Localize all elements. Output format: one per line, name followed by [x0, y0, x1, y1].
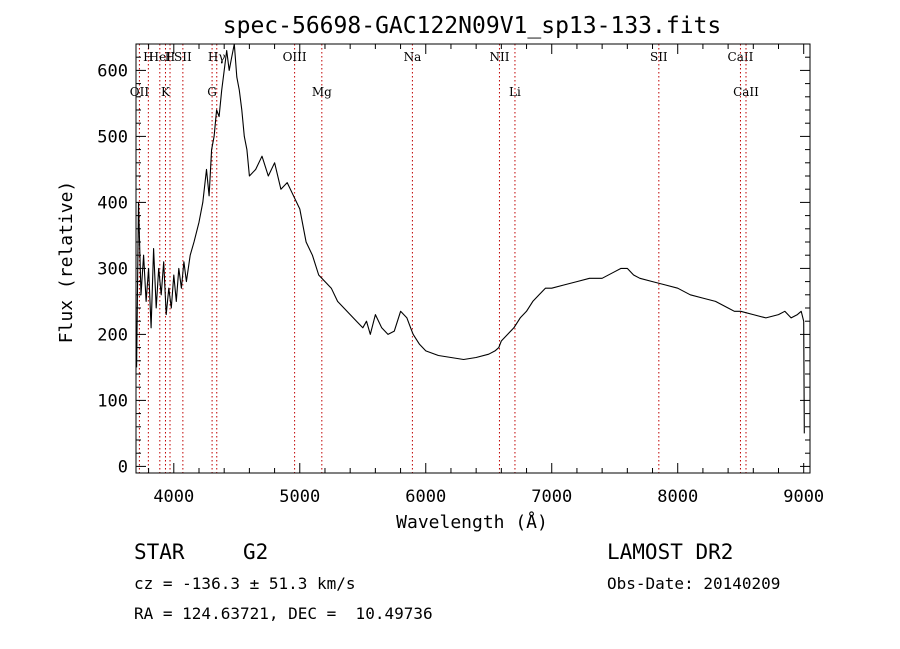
spectral-line-label-11: NII	[489, 50, 509, 64]
spectral-line-label-1: H	[143, 50, 153, 64]
spectrum-series	[136, 43, 805, 434]
object-class: STAR	[134, 540, 185, 564]
spectral-line-label-12: Li	[509, 85, 521, 99]
x-tick-label-2: 6000	[405, 487, 446, 507]
x-tick-label-5: 9000	[783, 487, 824, 507]
spectral-line-label-9: Mg	[312, 85, 332, 99]
object-subclass: G2	[243, 540, 269, 564]
spectral-line-label-5: SII	[174, 50, 192, 64]
y-tick-label-2: 200	[97, 325, 128, 345]
axis-ticks: 4000 5000 6000 7000 8000 9000 0 100 200 300 400 500…	[97, 44, 824, 507]
y-axis-label: Flux (relative)	[56, 181, 77, 344]
spectral-line-label-14: CaII	[728, 50, 754, 64]
x-tick-label-1: 5000	[279, 487, 320, 507]
x-tick-label-0: 4000	[153, 487, 194, 507]
spectrum-line	[136, 43, 805, 434]
y-tick-label-3: 300	[97, 259, 128, 279]
x-tick-label-4: 8000	[657, 487, 698, 507]
spectral-line-label-10: Na	[404, 50, 422, 64]
spectral-line-label-0: OII	[130, 85, 150, 99]
redshift-readout: cz = -136.3 ± 51.3 km/s	[134, 574, 356, 593]
survey-name: LAMOST DR2	[607, 540, 734, 564]
chart-title: spec-56698-GAC122N09V1_sp13-133.fits	[223, 13, 722, 39]
coordinates: RA = 124.63721, DEC = 10.49736	[134, 604, 433, 623]
spectral-line-label-4: H	[165, 50, 175, 64]
spectral-line-label-3: K	[161, 85, 171, 99]
y-tick-label-0: 0	[118, 457, 128, 477]
x-axis-label: Wavelength (Å)	[396, 511, 548, 533]
y-tick-label-1: 100	[97, 391, 128, 411]
observation-date: Obs-Date: 20140209	[607, 574, 781, 593]
spectral-line-label-6: G	[207, 85, 217, 99]
spectral-line-label-13: SII	[650, 50, 668, 64]
y-tick-label-6: 600	[97, 61, 128, 81]
plot-frame	[135, 43, 811, 474]
spectral-line-label-7: Hγ	[208, 50, 226, 64]
y-tick-label-5: 500	[97, 127, 128, 147]
y-tick-label-4: 400	[97, 193, 128, 213]
spectral-line-label-8: OIII	[283, 50, 307, 64]
x-tick-label-3: 7000	[531, 487, 572, 507]
spectral-line-label-15: CaII	[733, 85, 759, 99]
